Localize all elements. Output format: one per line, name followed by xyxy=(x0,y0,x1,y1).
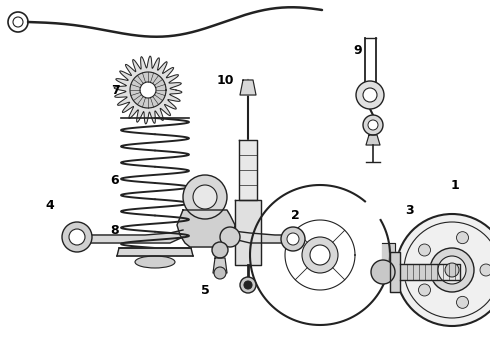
Polygon shape xyxy=(239,140,257,200)
Circle shape xyxy=(212,242,228,258)
Circle shape xyxy=(418,284,431,296)
Circle shape xyxy=(310,245,330,265)
Polygon shape xyxy=(235,200,261,265)
Text: 6: 6 xyxy=(111,174,119,186)
Circle shape xyxy=(430,248,474,292)
Text: 4: 4 xyxy=(46,198,54,212)
Polygon shape xyxy=(213,258,227,273)
Circle shape xyxy=(438,256,466,284)
Polygon shape xyxy=(130,72,166,108)
Circle shape xyxy=(287,233,299,245)
Circle shape xyxy=(220,227,240,247)
Text: 8: 8 xyxy=(111,224,119,237)
Circle shape xyxy=(140,82,156,98)
Polygon shape xyxy=(366,135,380,145)
Circle shape xyxy=(371,260,395,284)
Polygon shape xyxy=(75,230,183,243)
Text: 3: 3 xyxy=(406,203,415,216)
Circle shape xyxy=(363,88,377,102)
Circle shape xyxy=(418,244,431,256)
Circle shape xyxy=(356,81,384,109)
Circle shape xyxy=(368,120,378,130)
Polygon shape xyxy=(390,252,400,292)
Circle shape xyxy=(69,229,85,245)
Text: 2: 2 xyxy=(291,208,299,221)
Circle shape xyxy=(302,237,338,273)
Circle shape xyxy=(457,296,468,308)
Text: 10: 10 xyxy=(216,73,234,86)
Circle shape xyxy=(281,227,305,251)
Circle shape xyxy=(240,277,256,293)
Text: 5: 5 xyxy=(200,284,209,297)
Circle shape xyxy=(183,175,227,219)
Circle shape xyxy=(214,267,226,279)
Circle shape xyxy=(363,115,383,135)
Circle shape xyxy=(445,263,459,277)
Circle shape xyxy=(457,232,468,244)
Polygon shape xyxy=(225,230,295,243)
Polygon shape xyxy=(382,243,395,267)
Polygon shape xyxy=(400,264,460,280)
Polygon shape xyxy=(177,210,235,247)
Polygon shape xyxy=(117,248,193,256)
Circle shape xyxy=(244,281,252,289)
Circle shape xyxy=(396,214,490,326)
Text: 1: 1 xyxy=(451,179,459,192)
Ellipse shape xyxy=(135,256,175,268)
Polygon shape xyxy=(240,80,256,95)
Text: 9: 9 xyxy=(354,44,362,57)
Text: 7: 7 xyxy=(111,84,120,96)
Circle shape xyxy=(480,264,490,276)
Polygon shape xyxy=(114,56,182,124)
Circle shape xyxy=(193,185,217,209)
Circle shape xyxy=(62,222,92,252)
